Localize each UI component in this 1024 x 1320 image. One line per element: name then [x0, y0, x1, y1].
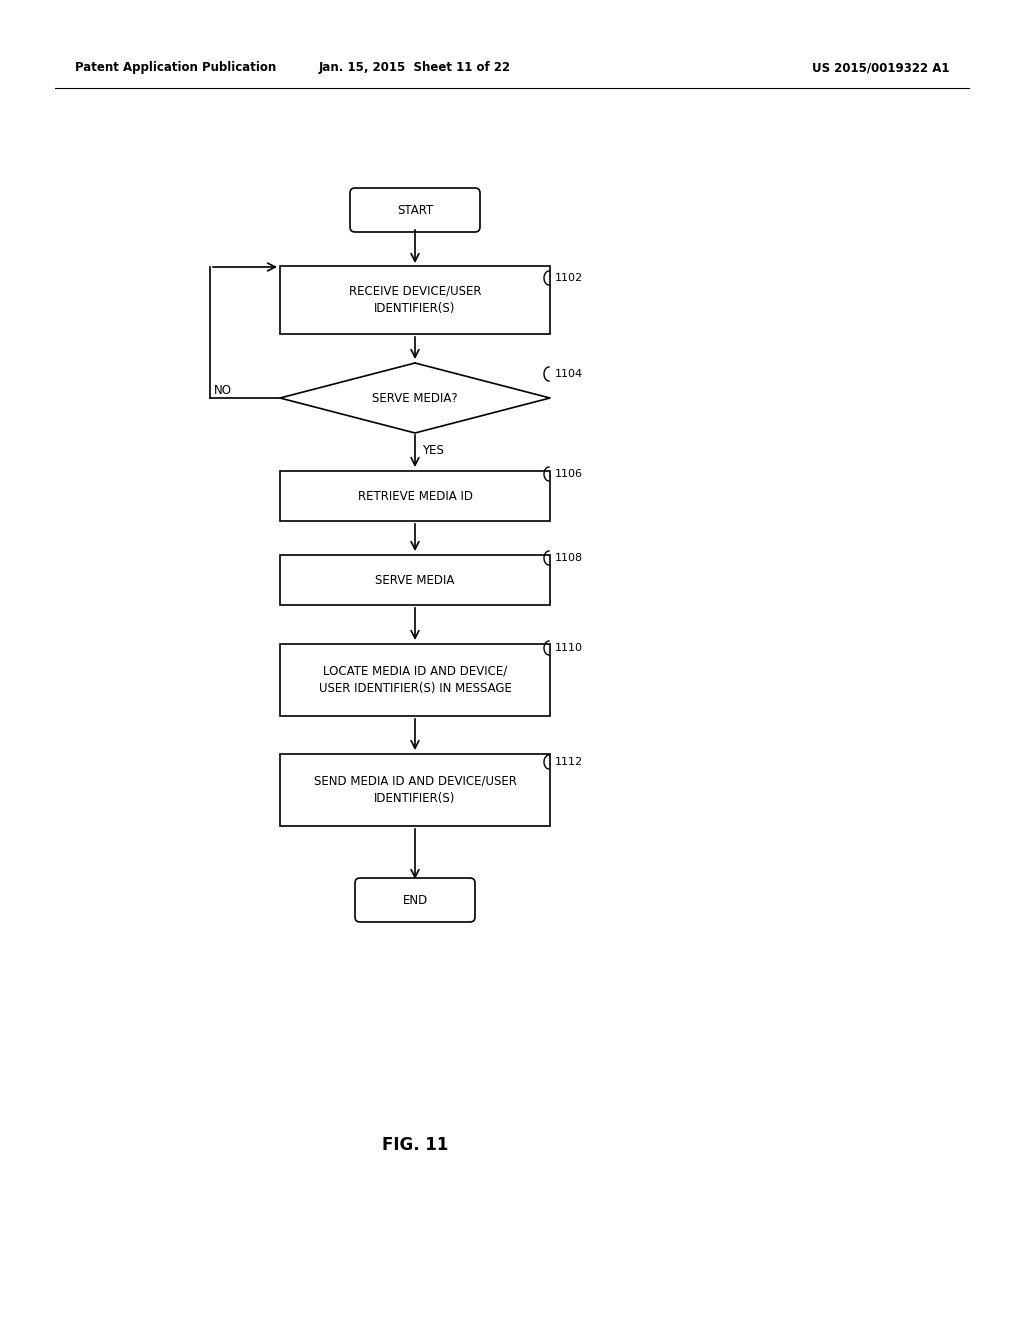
Text: SEND MEDIA ID AND DEVICE/USER
IDENTIFIER(S): SEND MEDIA ID AND DEVICE/USER IDENTIFIER…: [313, 775, 516, 805]
Bar: [280, 471, 550, 521]
Text: Jan. 15, 2015  Sheet 11 of 22: Jan. 15, 2015 Sheet 11 of 22: [318, 62, 511, 74]
Bar: [280, 267, 550, 334]
Text: Patent Application Publication: Patent Application Publication: [75, 62, 276, 74]
Text: 1112: 1112: [555, 756, 583, 767]
Text: 1110: 1110: [555, 643, 583, 653]
Text: 1102: 1102: [555, 273, 583, 282]
Bar: [280, 644, 550, 715]
FancyBboxPatch shape: [355, 878, 475, 921]
FancyBboxPatch shape: [350, 187, 480, 232]
Text: US 2015/0019322 A1: US 2015/0019322 A1: [811, 62, 949, 74]
Text: NO: NO: [214, 384, 232, 396]
Text: SERVE MEDIA: SERVE MEDIA: [376, 573, 455, 586]
Text: RECEIVE DEVICE/USER
IDENTIFIER(S): RECEIVE DEVICE/USER IDENTIFIER(S): [349, 285, 481, 315]
Bar: [280, 754, 550, 826]
Text: 1108: 1108: [555, 553, 583, 564]
Text: SERVE MEDIA?: SERVE MEDIA?: [372, 392, 458, 404]
Text: YES: YES: [422, 444, 443, 457]
Text: RETRIEVE MEDIA ID: RETRIEVE MEDIA ID: [357, 490, 472, 503]
Text: 1106: 1106: [555, 469, 583, 479]
Polygon shape: [280, 363, 550, 433]
Text: FIG. 11: FIG. 11: [382, 1137, 449, 1154]
Text: END: END: [402, 894, 428, 907]
Bar: [280, 554, 550, 605]
Text: LOCATE MEDIA ID AND DEVICE/
USER IDENTIFIER(S) IN MESSAGE: LOCATE MEDIA ID AND DEVICE/ USER IDENTIF…: [318, 665, 511, 696]
Text: 1104: 1104: [555, 370, 583, 379]
Text: START: START: [397, 203, 433, 216]
